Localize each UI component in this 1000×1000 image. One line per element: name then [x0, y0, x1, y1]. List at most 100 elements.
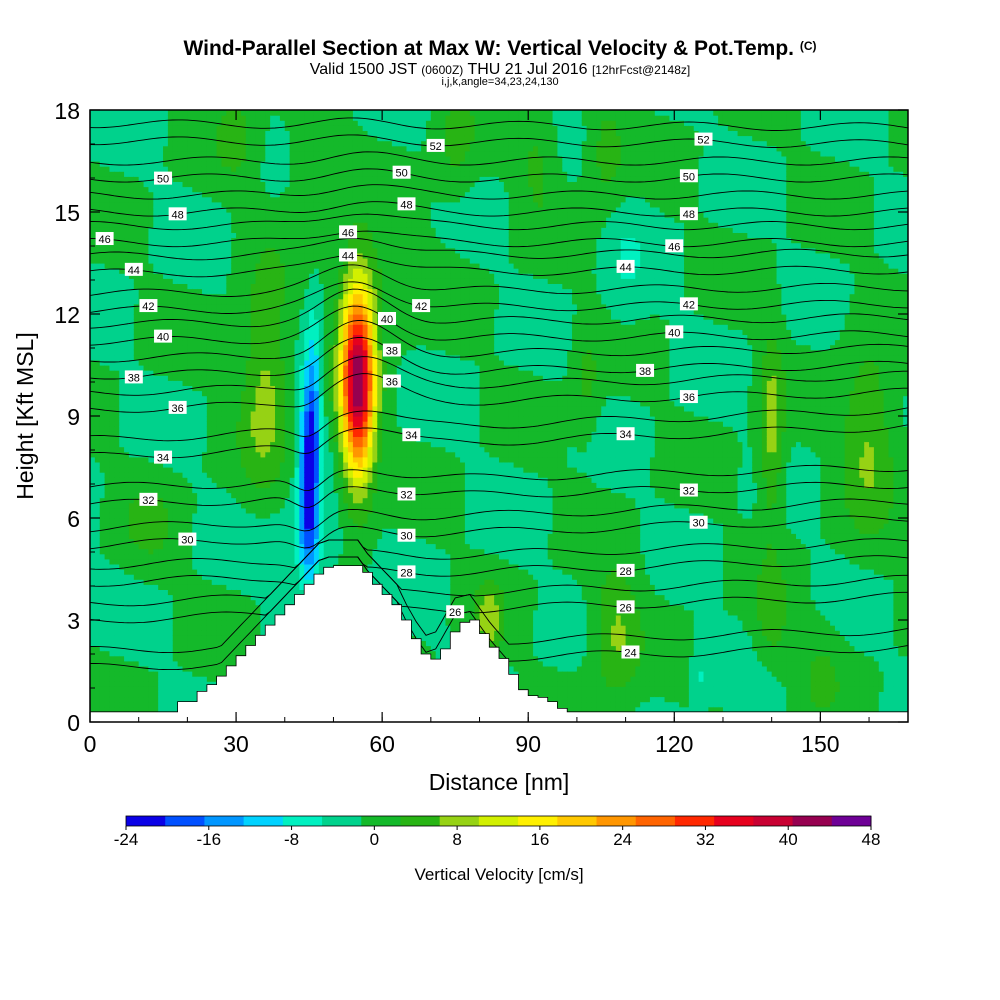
velocity-cell — [245, 625, 252, 631]
velocity-cell — [109, 324, 115, 330]
velocity-cell — [240, 487, 247, 494]
velocity-cell — [279, 242, 286, 249]
velocity-cell — [114, 451, 120, 458]
velocity-cell — [158, 125, 164, 131]
velocity-cell — [255, 145, 262, 152]
velocity-cell — [240, 574, 247, 580]
velocity-cell — [192, 140, 198, 147]
velocity-cell — [270, 227, 276, 233]
velocity-cell — [177, 349, 184, 356]
velocity-cell — [279, 538, 286, 545]
velocity-cell — [265, 242, 271, 249]
velocity-cell — [201, 446, 208, 453]
velocity-cell — [172, 416, 179, 422]
velocity-cell — [245, 533, 252, 539]
velocity-cell — [177, 599, 184, 606]
velocity-cell — [216, 426, 223, 432]
velocity-cell — [245, 502, 252, 509]
velocity-cell — [284, 482, 291, 488]
velocity-cell — [124, 477, 130, 483]
velocity-cell — [260, 569, 266, 575]
velocity-cell — [163, 701, 169, 708]
velocity-cell — [187, 696, 193, 703]
velocity-cell — [148, 589, 154, 596]
velocity-cell — [148, 487, 154, 494]
velocity-cell — [192, 344, 198, 351]
velocity-cell — [211, 614, 218, 621]
velocity-cell — [167, 426, 174, 432]
velocity-cell — [187, 125, 193, 131]
velocity-cell — [177, 609, 184, 616]
velocity-cell — [109, 660, 115, 667]
chart-title-text: Wind-Parallel Section at Max W: Vertical… — [183, 37, 794, 60]
velocity-cell — [109, 365, 115, 371]
velocity-cell — [284, 206, 291, 213]
velocity-cell — [167, 252, 174, 259]
velocity-cell — [187, 686, 193, 692]
velocity-cell — [114, 518, 120, 524]
velocity-cell — [192, 456, 198, 463]
velocity-cell — [90, 293, 96, 300]
velocity-cell — [128, 594, 135, 601]
velocity-cell — [231, 569, 237, 575]
velocity-cell — [187, 385, 193, 392]
velocity-cell — [260, 247, 266, 254]
velocity-cell — [279, 135, 286, 142]
velocity-cell — [177, 354, 184, 361]
velocity-cell — [231, 574, 237, 580]
velocity-cell — [192, 176, 198, 182]
velocity-cell — [124, 395, 130, 402]
velocity-cell — [109, 620, 115, 626]
velocity-cell — [172, 359, 179, 366]
velocity-cell — [104, 344, 111, 351]
velocity-cell — [226, 502, 232, 509]
velocity-cell — [104, 620, 111, 626]
velocity-cell — [124, 681, 130, 687]
velocity-cell — [128, 671, 135, 677]
velocity-cell — [109, 161, 115, 167]
velocity-cell — [167, 569, 174, 575]
velocity-cell — [167, 161, 174, 167]
velocity-cell — [163, 421, 169, 427]
velocity-cell — [255, 497, 262, 504]
velocity-cell — [236, 599, 242, 606]
velocity-cell — [153, 660, 159, 667]
velocity-cell — [197, 329, 203, 335]
velocity-cell — [109, 222, 115, 228]
velocity-cell — [167, 186, 174, 193]
velocity-cell — [206, 390, 213, 397]
velocity-cell — [275, 416, 281, 422]
velocity-cell — [284, 145, 291, 152]
velocity-cell — [260, 370, 266, 376]
velocity-cell — [289, 553, 296, 560]
velocity-cell — [119, 579, 125, 585]
velocity-cell — [221, 217, 227, 223]
velocity-cell — [163, 206, 169, 213]
velocity-cell — [163, 278, 169, 284]
velocity-cell — [124, 390, 130, 397]
velocity-cell — [99, 589, 106, 596]
velocity-cell — [158, 691, 164, 698]
velocity-cell — [114, 222, 120, 228]
velocity-cell — [231, 329, 237, 335]
velocity-cell — [167, 354, 174, 361]
velocity-cell — [153, 614, 159, 621]
velocity-cell — [128, 110, 135, 116]
velocity-cell — [221, 660, 227, 667]
velocity-cell — [236, 339, 242, 346]
velocity-cell — [90, 523, 96, 529]
velocity-cell — [124, 579, 130, 585]
velocity-cell — [177, 589, 184, 596]
velocity-cell — [216, 349, 223, 356]
velocity-cell — [216, 283, 223, 290]
velocity-cell — [270, 497, 276, 504]
velocity-cell — [260, 446, 266, 453]
velocity-cell — [138, 630, 145, 636]
velocity-cell — [221, 446, 227, 453]
velocity-cell — [119, 247, 125, 254]
velocity-cell — [90, 665, 96, 672]
velocity-cell — [279, 247, 286, 254]
velocity-cell — [177, 523, 184, 529]
velocity-cell — [250, 538, 257, 545]
velocity-cell — [99, 665, 106, 672]
